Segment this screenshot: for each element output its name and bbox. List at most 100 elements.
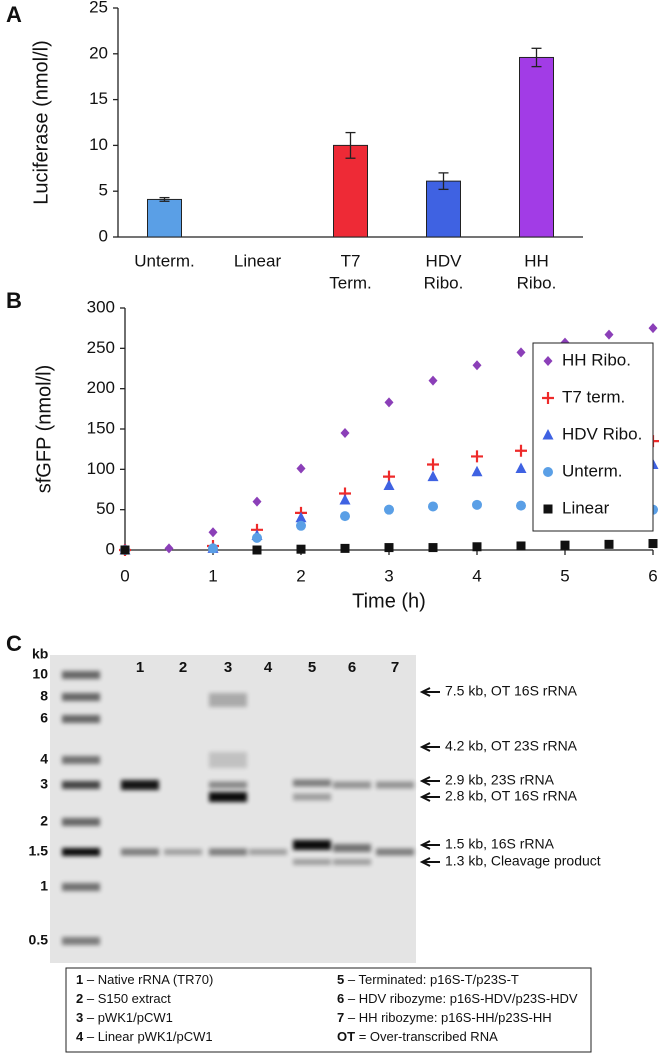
data-point bbox=[648, 323, 658, 334]
data-point bbox=[560, 540, 570, 550]
lane-label: 1 bbox=[136, 659, 144, 676]
bar bbox=[147, 198, 182, 238]
lane-label: 3 bbox=[224, 659, 232, 676]
y-tick-label: 25 bbox=[89, 0, 108, 16]
bar bbox=[519, 56, 554, 238]
gel-band bbox=[333, 844, 371, 852]
data-point bbox=[516, 500, 526, 511]
ladder-label: 6 bbox=[40, 710, 48, 726]
gel-band bbox=[333, 781, 371, 789]
x-tick-label: 4 bbox=[472, 566, 481, 585]
data-point bbox=[516, 347, 526, 358]
gel-band bbox=[209, 693, 247, 707]
data-point bbox=[384, 504, 394, 515]
legend-text: – Linear pWK1/pCW1 bbox=[87, 1029, 213, 1044]
data-point bbox=[252, 496, 262, 507]
gel-band bbox=[209, 752, 247, 768]
gel-band bbox=[164, 849, 202, 855]
data-point bbox=[296, 463, 306, 474]
legend-entry: 6 – HDV ribozyme: p16S-HDV/p23S-HDV bbox=[337, 991, 578, 1006]
gel-band bbox=[62, 848, 100, 856]
gel-band bbox=[249, 849, 287, 855]
data-point bbox=[295, 511, 307, 523]
legend-key: OT bbox=[337, 1029, 355, 1044]
arrow bbox=[419, 687, 440, 697]
x-tick-label: T7 bbox=[341, 251, 361, 270]
legend-key: 7 bbox=[337, 1010, 344, 1025]
gel-band bbox=[293, 793, 331, 801]
annotation: 2.9 kb, 23S rRNA bbox=[445, 772, 555, 788]
x-tick-label: HDV bbox=[426, 251, 463, 270]
gel-band bbox=[121, 848, 159, 856]
x-tick-label: HH bbox=[524, 251, 549, 270]
data-point bbox=[252, 532, 262, 543]
x-tick-label: 0 bbox=[120, 566, 129, 585]
data-point bbox=[208, 527, 218, 538]
legend-key: 1 bbox=[76, 972, 83, 987]
gel-band bbox=[62, 781, 100, 789]
arrow bbox=[419, 840, 440, 850]
legend-box bbox=[65, 967, 592, 1053]
y-tick-label: 150 bbox=[87, 418, 115, 437]
legend-entry: OT = Over-transcribed RNA bbox=[337, 1029, 498, 1044]
legend-entry: 2 – S150 extract bbox=[76, 991, 171, 1006]
legend-marker bbox=[542, 429, 554, 440]
ladder-label: 1.5 bbox=[29, 843, 49, 859]
gel-band bbox=[62, 818, 100, 826]
ladder-label: 4 bbox=[40, 751, 48, 767]
gel-band bbox=[62, 937, 100, 945]
y-tick-label: 200 bbox=[87, 378, 115, 397]
data-point bbox=[515, 462, 527, 474]
ladder-unit: kb bbox=[32, 646, 48, 662]
data-point bbox=[515, 444, 527, 457]
y-tick-label: 300 bbox=[87, 297, 115, 316]
legend-label: Unterm. bbox=[562, 461, 622, 480]
ladder-label: 0.5 bbox=[29, 932, 49, 948]
legend-text: – HH ribozyme: p16S-HH/p23S-HH bbox=[348, 1010, 552, 1025]
legend-text: – HDV ribozyme: p16S-HDV/p23S-HDV bbox=[348, 991, 578, 1006]
data-point bbox=[604, 539, 614, 549]
data-point bbox=[340, 428, 350, 439]
annotation: 1.5 kb, 16S rRNA bbox=[445, 836, 555, 852]
legend-text: – pWK1/pCW1 bbox=[87, 1010, 173, 1025]
x-tick-label: 3 bbox=[384, 566, 393, 585]
gel-band bbox=[293, 779, 331, 787]
legend-entry: 3 – pWK1/pCW1 bbox=[76, 1010, 173, 1025]
annotation: 4.2 kb, OT 23S rRNA bbox=[445, 738, 578, 754]
panel-label: C bbox=[6, 631, 22, 656]
y-tick-label: 0 bbox=[106, 539, 115, 558]
gel-band bbox=[293, 859, 331, 865]
legend-key: 4 bbox=[76, 1029, 84, 1044]
data-point bbox=[648, 539, 658, 549]
data-point bbox=[427, 458, 439, 471]
gel-band bbox=[209, 781, 247, 789]
gel-band bbox=[293, 840, 331, 850]
lane-label: 2 bbox=[179, 659, 187, 676]
x-tick-label: Unterm. bbox=[134, 251, 194, 270]
legend-key: 5 bbox=[337, 972, 344, 987]
arrow bbox=[419, 742, 440, 752]
legend-key: 2 bbox=[76, 991, 83, 1006]
data-point bbox=[472, 499, 482, 510]
data-point bbox=[384, 397, 394, 408]
data-point bbox=[516, 541, 526, 551]
data-point bbox=[340, 511, 350, 522]
x-tick-label: Linear bbox=[234, 251, 282, 270]
legend-key: 6 bbox=[337, 991, 344, 1006]
legend-text: = Over-transcribed RNA bbox=[359, 1029, 498, 1044]
x-tick-label: 5 bbox=[560, 566, 569, 585]
arrow bbox=[419, 776, 440, 786]
legend-box bbox=[532, 342, 654, 532]
data-point bbox=[384, 543, 394, 553]
annotation: 2.8 kb, OT 16S rRNA bbox=[445, 788, 578, 804]
legend-entry: 7 – HH ribozyme: p16S-HH/p23S-HH bbox=[337, 1010, 552, 1025]
gel-band bbox=[62, 756, 100, 764]
x-tick-label: 2 bbox=[296, 566, 305, 585]
gel-band bbox=[62, 883, 100, 891]
legend-label: HDV Ribo. bbox=[562, 424, 642, 443]
data-point bbox=[296, 544, 306, 554]
data-point bbox=[296, 520, 306, 531]
arrow bbox=[419, 792, 440, 802]
legend-entry: 4 – Linear pWK1/pCW1 bbox=[76, 1029, 213, 1044]
legend-entry: 1 – Native rRNA (TR70) bbox=[76, 972, 213, 987]
